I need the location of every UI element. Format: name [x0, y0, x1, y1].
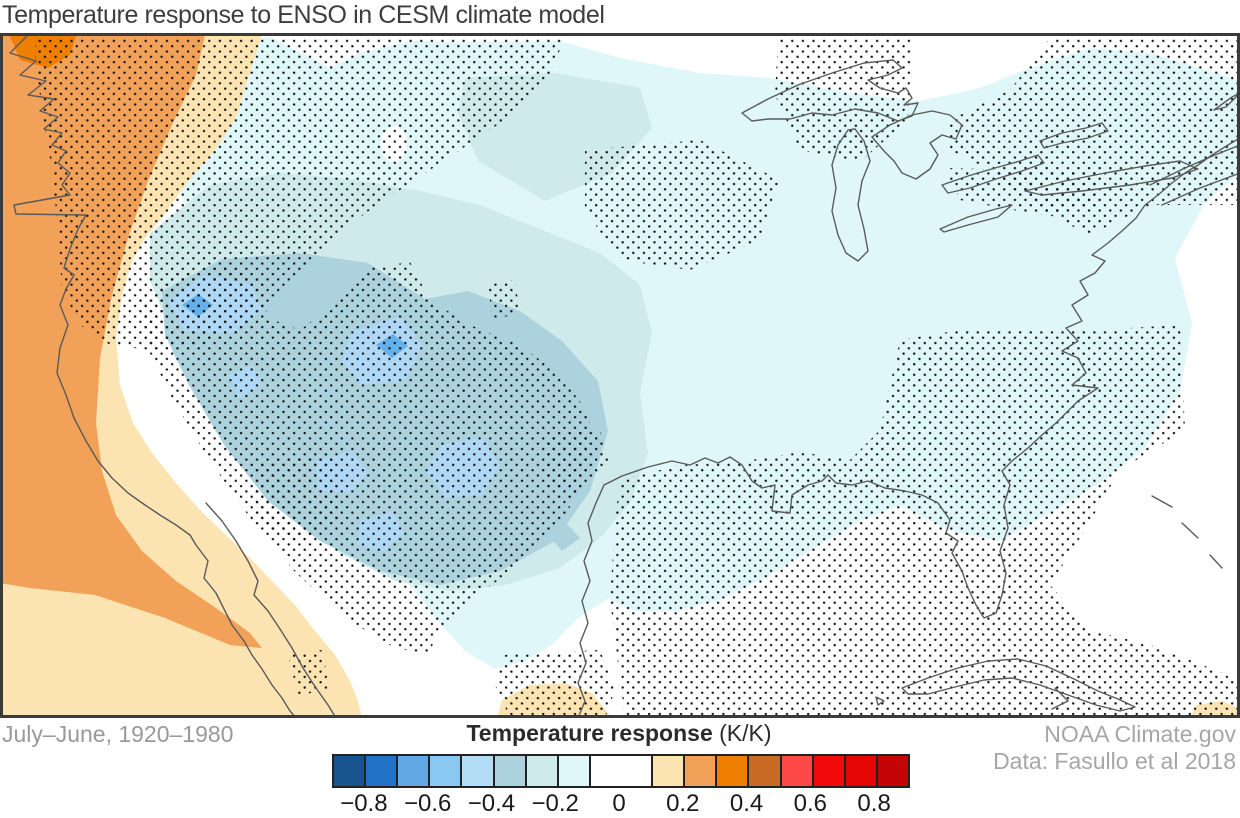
colorbar-cell [717, 756, 750, 786]
colorbar-title: Temperature response (K/K) [332, 720, 906, 747]
colorbar-tick: 0.2 [666, 790, 700, 817]
attribution-data: Data: Fasullo et al 2018 [993, 748, 1236, 774]
colorbar-tick: 0.4 [729, 790, 764, 817]
colorbar-cell [430, 756, 463, 786]
map [0, 33, 1240, 719]
colorbar-cell [845, 756, 878, 786]
colorbar-cell [813, 756, 846, 786]
coastline-newfoundland [1213, 92, 1240, 111]
lake-michigan [831, 128, 871, 262]
coastline-cuba-spur [1051, 687, 1069, 710]
map-border [0, 33, 1240, 718]
colorbar-cell [590, 756, 654, 786]
colorbar [332, 754, 910, 788]
attribution-source: NOAA Climate.gov [1044, 721, 1236, 747]
colorbar-cell [334, 756, 367, 786]
coastline-mexico-gulf-atlantic [577, 137, 1240, 719]
colorbar-cell [398, 756, 431, 786]
colorbar-cell [366, 756, 399, 786]
coastlines [9, 34, 1240, 719]
colorbar-cell [653, 756, 686, 786]
colorbar-tick: −0.2 [531, 790, 579, 817]
colorbar-cell [462, 756, 495, 786]
coastline-cuba [901, 658, 1136, 712]
island-isle-of-youth [875, 696, 885, 706]
lake-superior [741, 59, 919, 122]
islands-bahamas-3 [1209, 554, 1223, 569]
lake-ontario [1039, 122, 1109, 149]
period-label: July–June, 1920–1980 [2, 721, 234, 747]
colorbar-cell [558, 756, 591, 786]
coastline-pacific [9, 34, 297, 719]
islands-bahamas-1 [1151, 495, 1173, 508]
colorbar-cell [749, 756, 782, 786]
colorbar-cell [494, 756, 527, 786]
colorbar-cell [685, 756, 718, 786]
footer: July–June, 1920–1980 Temperature respons… [0, 718, 1240, 817]
colorbar-cell [526, 756, 559, 786]
colorbar-tick: −0.6 [403, 790, 452, 817]
coastline-nova-scotia [1024, 160, 1199, 196]
colorbar-tick: −0.4 [467, 790, 516, 817]
colorbar-title-unit: (K/K) [712, 720, 772, 746]
colorbar-tick: 0.8 [857, 790, 891, 817]
attribution: NOAA Climate.gov Data: Fasullo et al 201… [993, 721, 1236, 775]
coastline-long-island [939, 204, 1013, 233]
islands-bahamas-2 [1181, 522, 1199, 539]
colorbar-title-variable: Temperature response [466, 720, 713, 746]
coastline-st-lawrence-south [1161, 172, 1240, 206]
stipple-overlay [35, 38, 1240, 718]
page-title: Temperature response to ENSO in CESM cli… [2, 1, 605, 29]
lake-huron [871, 110, 963, 180]
coastline-gulf-of-california [205, 502, 337, 719]
lake-erie [941, 154, 1045, 194]
colorbar-cell [877, 756, 908, 786]
colorbar-tick-labels: −0.8 −0.6 −0.4 −0.2 0 0.2 0.4 0.6 0.8 [332, 790, 906, 817]
colorbar-tick: 0 [612, 790, 626, 817]
colorbar-cell [781, 756, 814, 786]
colorbar-tick: 0.6 [793, 790, 828, 817]
colorbar-tick: −0.8 [340, 790, 388, 817]
coastline-st-lawrence-north [1149, 144, 1240, 186]
region-cooling-diamond-southeast [548, 523, 580, 551]
map-container [0, 33, 1240, 719]
